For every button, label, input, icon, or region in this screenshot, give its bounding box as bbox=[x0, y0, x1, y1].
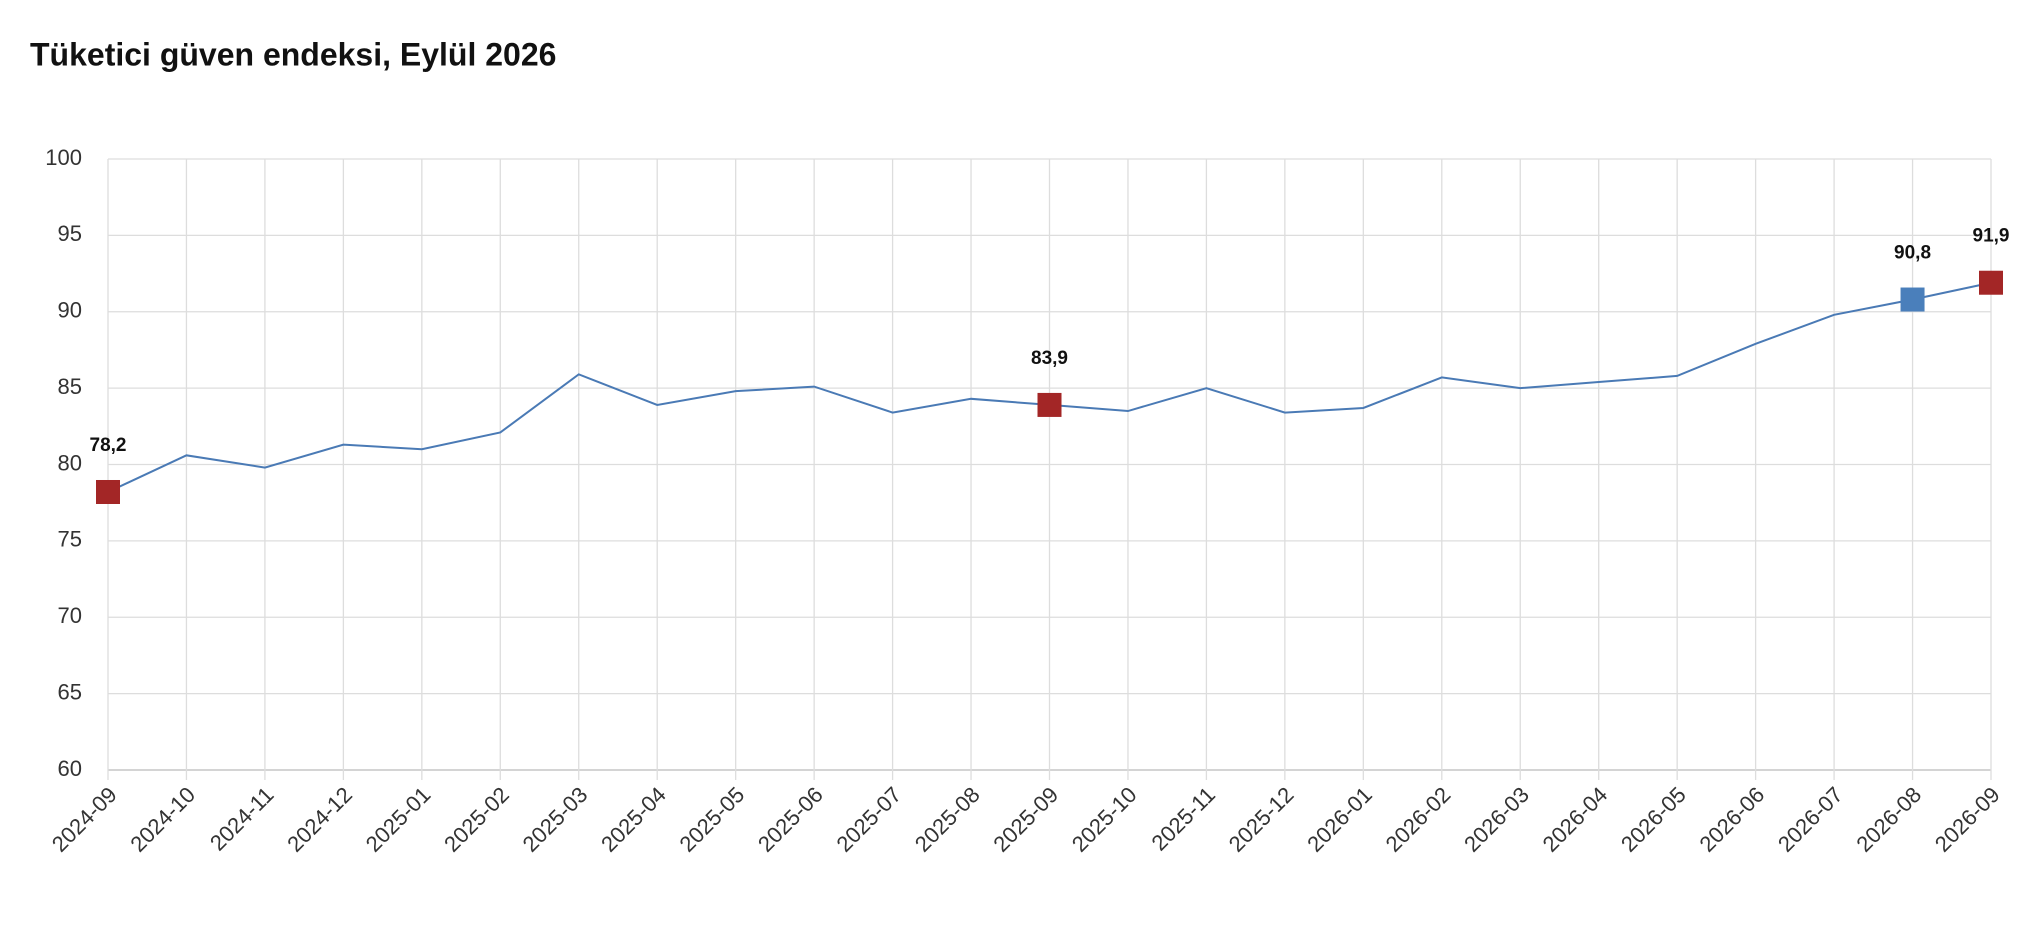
x-tick-label: 2025-04 bbox=[596, 782, 671, 857]
x-tick-label: 2025-01 bbox=[361, 782, 436, 857]
data-label: 83,9 bbox=[1031, 348, 1068, 369]
x-tick-label: 2026-07 bbox=[1773, 782, 1848, 857]
y-tick-label: 80 bbox=[58, 450, 82, 475]
y-tick-label: 85 bbox=[58, 374, 82, 399]
x-tick-label: 2024-10 bbox=[125, 782, 200, 857]
chart-title: Tüketici güven endeksi, Eylül 2026 bbox=[30, 36, 556, 72]
y-tick-label: 60 bbox=[58, 756, 82, 781]
x-tick-label: 2025-06 bbox=[753, 782, 828, 857]
marker bbox=[1900, 287, 1925, 312]
x-tick-label: 2026-02 bbox=[1381, 782, 1456, 857]
x-tick-label: 2025-05 bbox=[675, 782, 750, 857]
x-tick-label: 2025-02 bbox=[439, 782, 514, 857]
x-tick-label: 2024-11 bbox=[205, 782, 279, 856]
x-tick-label: 2025-03 bbox=[518, 782, 593, 857]
x-tick-label: 2026-01 bbox=[1302, 782, 1377, 857]
x-tick-label: 2026-06 bbox=[1694, 782, 1769, 857]
x-tick-label: 2026-04 bbox=[1538, 782, 1613, 857]
x-tick-label: 2026-05 bbox=[1616, 782, 1691, 857]
y-tick-label: 70 bbox=[58, 603, 82, 628]
x-tick-label: 2026-08 bbox=[1851, 782, 1926, 857]
marker bbox=[96, 479, 120, 504]
y-tick-label: 90 bbox=[58, 298, 82, 323]
x-tick-label: 2025-07 bbox=[831, 782, 906, 857]
x-tick-label: 2025-09 bbox=[988, 782, 1063, 857]
x-tick-label: 2026-09 bbox=[1930, 782, 2005, 857]
y-tick-label: 65 bbox=[58, 679, 82, 704]
data-label: 91,9 bbox=[1973, 226, 2010, 247]
x-tick-label: 2025-12 bbox=[1224, 782, 1299, 857]
x-tick-label: 2025-11 bbox=[1146, 782, 1220, 856]
y-tick-label: 100 bbox=[45, 145, 82, 170]
y-tick-label: 95 bbox=[58, 221, 82, 246]
marker bbox=[1037, 392, 1062, 417]
x-tick-label: 2025-10 bbox=[1067, 782, 1142, 857]
data-label: 90,8 bbox=[1894, 243, 1931, 264]
x-tick-label: 2026-03 bbox=[1459, 782, 1534, 857]
data-label: 78,2 bbox=[90, 435, 127, 456]
x-tick-label: 2024-12 bbox=[282, 782, 357, 857]
x-tick-label: 2025-08 bbox=[910, 782, 985, 857]
y-tick-label: 75 bbox=[58, 527, 82, 552]
marker bbox=[1979, 270, 2003, 295]
x-tick-label: 2024-09 bbox=[47, 782, 122, 857]
